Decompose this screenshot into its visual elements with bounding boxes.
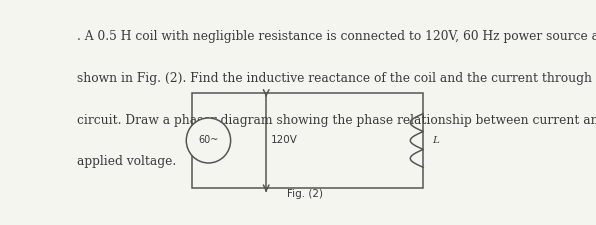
Text: . A 0.5 H coil with negligible resistance is connected to 120V, 60 Hz power sour: . A 0.5 H coil with negligible resistanc… bbox=[77, 30, 596, 43]
Bar bbox=[193, 93, 423, 188]
Ellipse shape bbox=[187, 118, 231, 163]
Text: Fig. (2): Fig. (2) bbox=[287, 189, 324, 198]
Text: applied voltage.: applied voltage. bbox=[77, 155, 176, 168]
Text: 120V: 120V bbox=[271, 135, 297, 146]
Text: L: L bbox=[433, 136, 439, 145]
Text: shown in Fig. (2). Find the inductive reactance of the coil and the current thro: shown in Fig. (2). Find the inductive re… bbox=[77, 72, 596, 85]
Text: circuit. Draw a phasor diagram showing the phase relationship between current an: circuit. Draw a phasor diagram showing t… bbox=[77, 114, 596, 127]
Text: 60~: 60~ bbox=[198, 135, 219, 146]
